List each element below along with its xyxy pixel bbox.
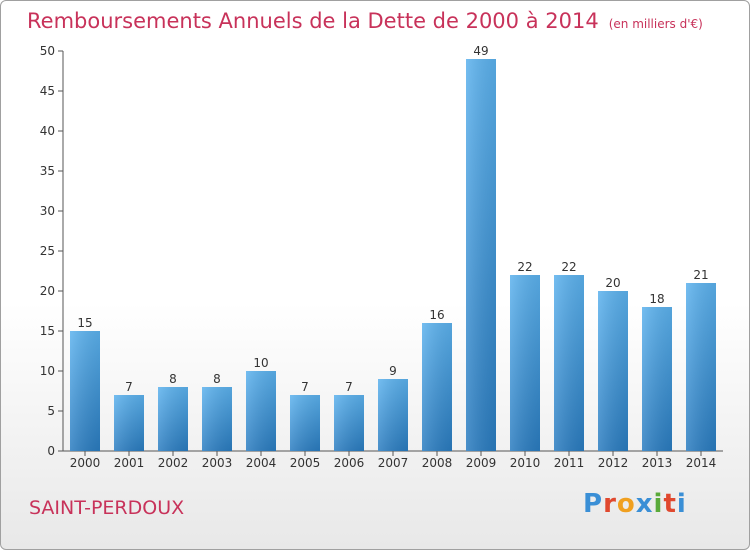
logo-letter: o bbox=[616, 489, 636, 519]
data-label-2008: 16 bbox=[429, 308, 444, 322]
bar-shade-2000 bbox=[70, 331, 100, 451]
bar-shade-2010 bbox=[510, 275, 540, 451]
bar-shade-2002 bbox=[158, 387, 188, 451]
data-label-2007: 9 bbox=[389, 364, 397, 378]
data-label-2004: 10 bbox=[253, 356, 268, 370]
data-label-2013: 18 bbox=[649, 292, 664, 306]
bar-shade-2001 bbox=[114, 395, 144, 451]
y-tick-label: 20 bbox=[40, 284, 55, 298]
bar-shade-2003 bbox=[202, 387, 232, 451]
x-tick-label-2007: 2007 bbox=[378, 456, 409, 470]
x-tick-label-2002: 2002 bbox=[158, 456, 189, 470]
x-tick-label-2009: 2009 bbox=[466, 456, 497, 470]
bar-shade-2007 bbox=[378, 379, 408, 451]
logo-letter: i bbox=[676, 489, 687, 519]
bar-shade-2008 bbox=[422, 323, 452, 451]
data-label-2000: 15 bbox=[77, 316, 92, 330]
x-tick-label-2013: 2013 bbox=[642, 456, 673, 470]
commune-name: SAINT-PERDOUX bbox=[29, 497, 185, 519]
x-tick-label-2008: 2008 bbox=[422, 456, 453, 470]
x-tick-label-2004: 2004 bbox=[246, 456, 277, 470]
data-label-2012: 20 bbox=[605, 276, 620, 290]
y-tick-label: 30 bbox=[40, 204, 55, 218]
data-label-2011: 22 bbox=[561, 260, 576, 274]
x-tick-label-2014: 2014 bbox=[686, 456, 717, 470]
y-tick-label: 35 bbox=[40, 164, 55, 178]
bar-shade-2004 bbox=[246, 371, 276, 451]
x-tick-label-2000: 2000 bbox=[70, 456, 101, 470]
bar-shade-2006 bbox=[334, 395, 364, 451]
x-tick-label-2003: 2003 bbox=[202, 456, 233, 470]
data-label-2002: 8 bbox=[169, 372, 177, 386]
logo-letter: x bbox=[635, 489, 654, 519]
x-tick-label-2010: 2010 bbox=[510, 456, 541, 470]
x-tick-label-2001: 2001 bbox=[114, 456, 145, 470]
y-tick-label: 5 bbox=[47, 404, 55, 418]
y-tick-label: 0 bbox=[47, 444, 55, 458]
chart-title: Remboursements Annuels de la Dette de 20… bbox=[27, 9, 703, 33]
bar-shade-2014 bbox=[686, 283, 716, 451]
x-tick-label-2006: 2006 bbox=[334, 456, 365, 470]
logo-letter: t bbox=[663, 489, 677, 519]
y-tick-label: 25 bbox=[40, 244, 55, 258]
bar-shade-2012 bbox=[598, 291, 628, 451]
x-tick-label-2011: 2011 bbox=[554, 456, 585, 470]
bar-shade-2011 bbox=[554, 275, 584, 451]
chart-subtitle: (en milliers d'€) bbox=[608, 17, 703, 31]
data-label-2001: 7 bbox=[125, 380, 133, 394]
bar-shade-2005 bbox=[290, 395, 320, 451]
data-label-2003: 8 bbox=[213, 372, 221, 386]
data-label-2005: 7 bbox=[301, 380, 309, 394]
x-tick-label-2012: 2012 bbox=[598, 456, 629, 470]
data-label-2014: 21 bbox=[693, 268, 708, 282]
y-tick-label: 10 bbox=[40, 364, 55, 378]
data-label-2006: 7 bbox=[345, 380, 353, 394]
logo-letter: r bbox=[603, 489, 617, 519]
data-label-2009: 49 bbox=[473, 44, 488, 58]
y-tick-label: 45 bbox=[40, 84, 55, 98]
y-tick-label: 50 bbox=[40, 44, 55, 58]
data-label-2010: 22 bbox=[517, 260, 532, 274]
proxiti-logo: Proxiti bbox=[583, 489, 687, 519]
x-tick-label-2005: 2005 bbox=[290, 456, 321, 470]
logo-letter: P bbox=[583, 489, 604, 519]
bar-shade-2013 bbox=[642, 307, 672, 451]
y-tick-label: 15 bbox=[40, 324, 55, 338]
logo-letter: i bbox=[653, 489, 664, 519]
chart-title-text: Remboursements Annuels de la Dette de 20… bbox=[27, 9, 599, 33]
bar-shade-2009 bbox=[466, 59, 496, 451]
y-tick-label: 40 bbox=[40, 124, 55, 138]
